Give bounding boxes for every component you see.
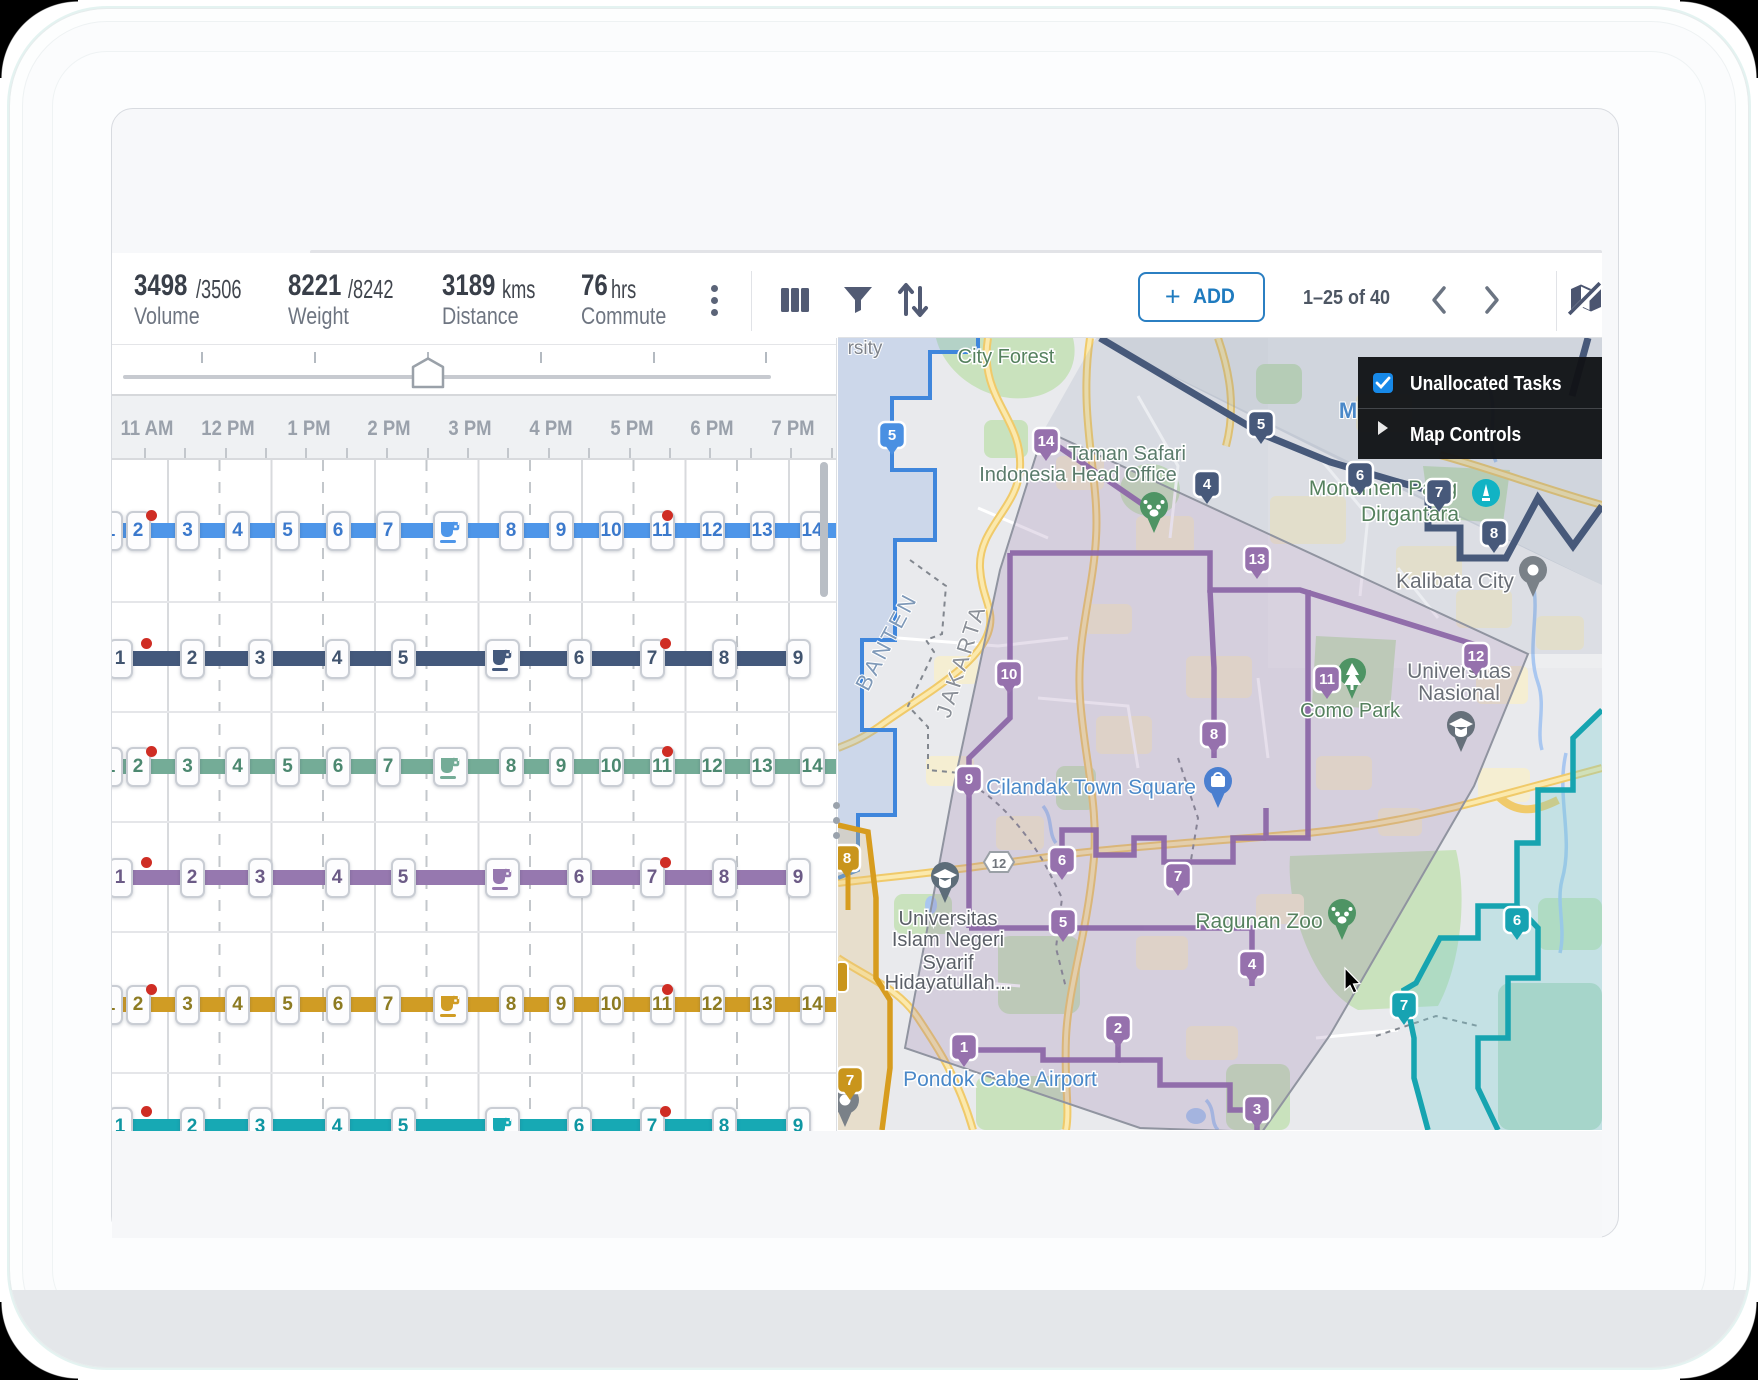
svg-text:Taman Safari: Taman Safari xyxy=(1068,443,1186,465)
svg-text:6: 6 xyxy=(1356,467,1364,484)
svg-text:Islam Negeri: Islam Negeri xyxy=(892,929,1004,951)
svg-text:Indonesia Head Office: Indonesia Head Office xyxy=(979,464,1177,486)
svg-text:Syarif: Syarif xyxy=(922,952,974,974)
svg-text:5: 5 xyxy=(1257,416,1265,433)
svg-text:M: M xyxy=(1339,398,1357,423)
svg-text:8: 8 xyxy=(843,850,851,867)
svg-text:8: 8 xyxy=(1210,726,1218,743)
svg-text:14: 14 xyxy=(1038,433,1055,450)
svg-text:Hidayatullah...: Hidayatullah... xyxy=(885,972,1012,994)
svg-text:Como Park: Como Park xyxy=(1300,700,1401,722)
svg-text:7: 7 xyxy=(1174,868,1182,885)
svg-text:4: 4 xyxy=(1203,476,1212,493)
svg-text:12: 12 xyxy=(992,856,1006,871)
svg-text:5: 5 xyxy=(1059,914,1067,931)
svg-text:9: 9 xyxy=(965,771,973,788)
svg-text:6: 6 xyxy=(1058,852,1066,869)
svg-text:12: 12 xyxy=(1468,648,1485,665)
svg-text:Universitas: Universitas xyxy=(1407,660,1511,683)
svg-text:7: 7 xyxy=(1435,484,1443,501)
svg-text:3: 3 xyxy=(1253,1101,1261,1118)
svg-text:10: 10 xyxy=(1001,666,1018,683)
svg-text:1: 1 xyxy=(960,1039,968,1056)
svg-text:8: 8 xyxy=(1490,525,1498,542)
svg-text:Ragunan Zoo: Ragunan Zoo xyxy=(1195,910,1322,933)
svg-text:rsity: rsity xyxy=(848,338,883,359)
svg-text:Universitas: Universitas xyxy=(899,908,998,930)
svg-text:Nasional: Nasional xyxy=(1418,682,1500,705)
svg-text:6: 6 xyxy=(1513,912,1521,929)
svg-text:13: 13 xyxy=(1249,551,1266,568)
svg-text:4: 4 xyxy=(1248,956,1257,973)
svg-text:Pondok Cabe Airport: Pondok Cabe Airport xyxy=(903,1068,1097,1091)
svg-text:City Forest: City Forest xyxy=(958,346,1055,368)
svg-text:7: 7 xyxy=(1400,997,1408,1014)
svg-text:Kalibata City: Kalibata City xyxy=(1396,570,1514,593)
svg-text:5: 5 xyxy=(888,427,896,444)
svg-text:7: 7 xyxy=(846,1072,854,1089)
svg-text:11: 11 xyxy=(1319,671,1335,688)
svg-text:Dirgantara: Dirgantara xyxy=(1361,503,1459,526)
svg-text:2: 2 xyxy=(1114,1020,1122,1037)
svg-text:Cilandak Town Square: Cilandak Town Square xyxy=(986,776,1196,799)
